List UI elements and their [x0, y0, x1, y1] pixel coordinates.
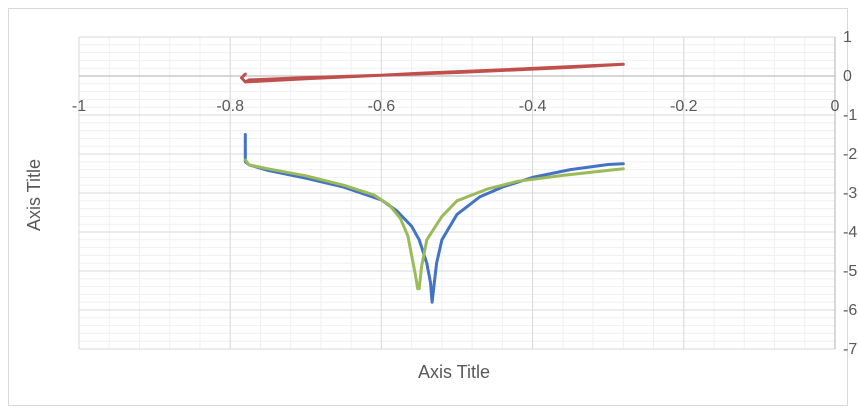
axis-layer [79, 37, 836, 349]
x-tick-label: -1 [72, 98, 86, 115]
x-tick-label: -0.2 [670, 98, 698, 115]
y-tick-label: -1 [843, 107, 857, 124]
x-tick-label: -0.6 [368, 98, 396, 115]
series-line-3 [243, 158, 625, 291]
x-axis-title: Axis Title [418, 362, 490, 382]
y-axis-title: Axis Title [24, 159, 44, 231]
series-layer [240, 62, 625, 304]
y-tick-label: -6 [843, 302, 857, 319]
series-line-2 [240, 62, 625, 84]
y-tick-label: 1 [843, 29, 852, 46]
y-tick-label: -2 [843, 146, 857, 163]
x-tick-label: -0.8 [216, 98, 244, 115]
y-tick-label: -3 [843, 185, 857, 202]
y-tick-label: -4 [843, 224, 857, 241]
grid-layer [78, 36, 836, 350]
y-tick-label: -7 [843, 341, 857, 358]
series-line-1 [243, 133, 625, 304]
y-tick-label: -5 [843, 263, 857, 280]
x-tick-label: 0 [831, 98, 840, 115]
y-tick-label: 0 [843, 68, 852, 85]
x-tick-label: -0.4 [519, 98, 547, 115]
label-layer: -1 -0.8 -0.6 -0.4 -0.2 010-1-2-3-4-5-6-7 [72, 29, 857, 358]
